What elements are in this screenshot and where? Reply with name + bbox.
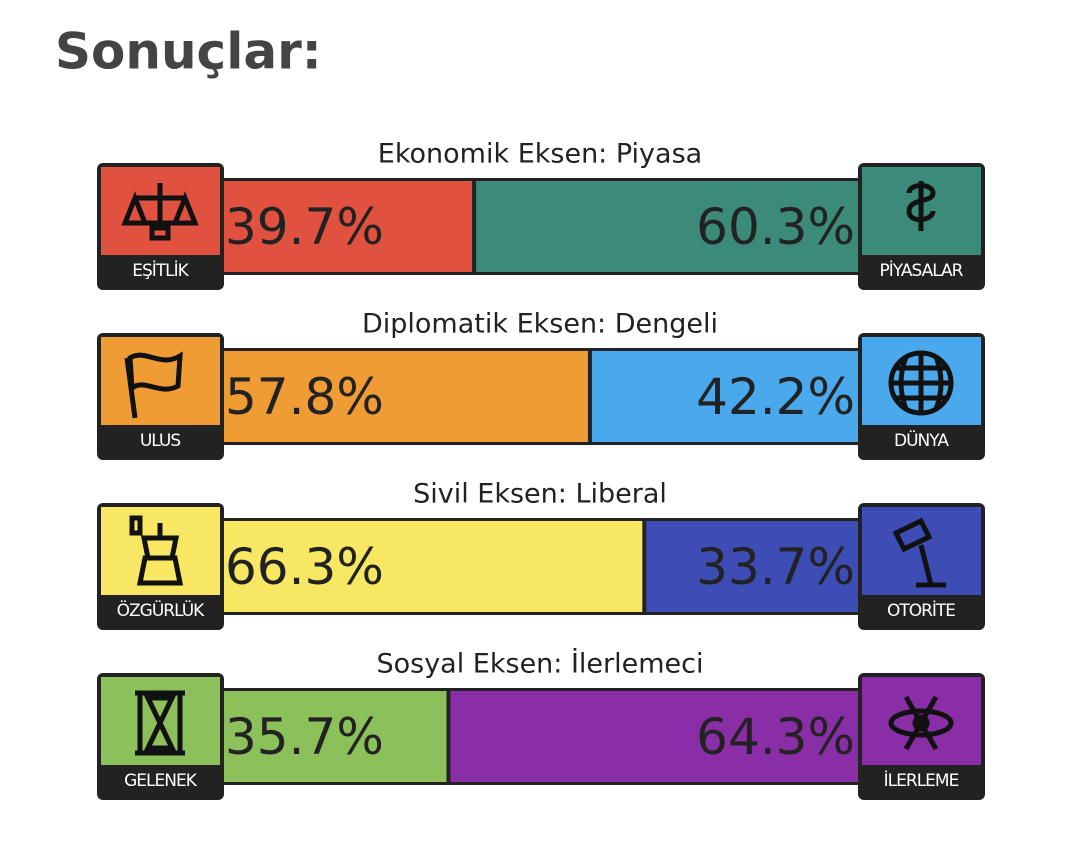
- axis-title: Sivil Eksen: Liberal: [413, 479, 667, 510]
- icon-label: GELENEK: [124, 771, 198, 791]
- bar-right: [450, 691, 860, 782]
- value-label: 66.3%: [225, 538, 384, 596]
- value-label: 39.7%: [225, 198, 384, 256]
- icon-label: OTORİTE: [887, 600, 955, 621]
- axis-title: Sosyal Eksen: İlerlemeci: [376, 648, 703, 680]
- bar-right: [646, 521, 860, 612]
- icon-label: DÜNYA: [894, 429, 949, 451]
- icon: [129, 515, 184, 586]
- value-label: 42.2%: [696, 368, 855, 426]
- value-label: 60.3%: [696, 198, 855, 256]
- icon: [906, 181, 936, 231]
- bar-left: [220, 181, 473, 272]
- icon: [888, 695, 954, 751]
- icon-label: PİYASALAR: [880, 260, 964, 281]
- value-label: 35.7%: [225, 708, 384, 766]
- icon: [135, 690, 185, 756]
- value-label: 57.8%: [225, 368, 384, 426]
- icon-label: EŞİTLİK: [132, 260, 189, 281]
- icon-bg: [101, 337, 220, 425]
- axis-title: Ekonomik Eksen: Piyasa: [378, 139, 702, 170]
- value-label: 33.7%: [696, 538, 855, 596]
- icon: [892, 517, 946, 588]
- icon-bg: [101, 507, 220, 595]
- bar-left: [220, 521, 643, 612]
- bar-right: [591, 351, 860, 442]
- axis-title: Diplomatik Eksen: Dengeli: [362, 309, 718, 340]
- icon-label: İLERLEME: [884, 770, 959, 791]
- bar-left: [220, 351, 588, 442]
- value-label: 64.3%: [696, 708, 855, 766]
- icon-label: ULUS: [140, 431, 181, 451]
- icon-label: ÖZGÜRLÜK: [117, 599, 206, 621]
- icon: [124, 351, 183, 419]
- bar-right: [476, 181, 860, 272]
- bar-left: [220, 691, 447, 782]
- icon: [121, 183, 199, 241]
- page-title: Sonuçlar:: [55, 23, 322, 81]
- icon: [888, 350, 954, 416]
